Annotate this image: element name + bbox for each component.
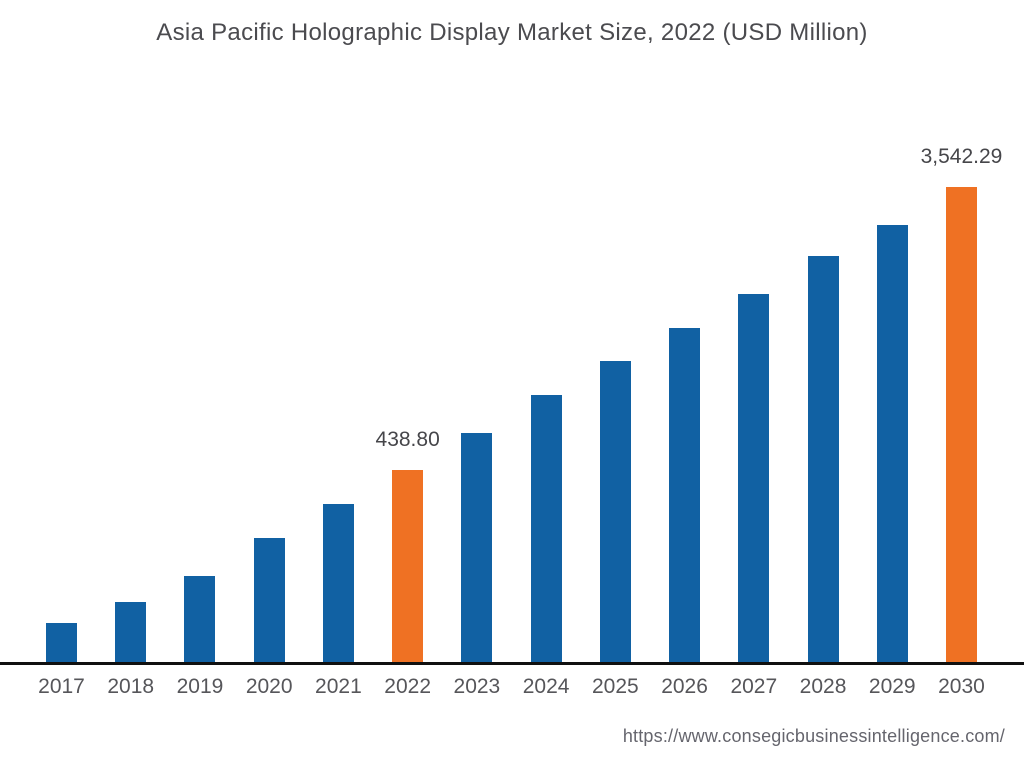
bar-2019 [184,576,216,664]
x-tick-2020: 2020 [245,675,293,698]
bar-2018 [115,602,147,664]
x-tick-2025: 2025 [591,675,639,698]
x-tick-2026: 2026 [661,675,708,698]
bar-2027 [738,294,770,664]
x-tick-2028: 2028 [799,675,847,698]
x-tick-2030: 2030 [938,675,985,698]
x-tick-2019: 2019 [176,675,224,698]
x-tick-2027: 2027 [730,675,778,698]
bar-2020 [253,538,285,664]
x-tick-2023: 2023 [453,675,501,698]
bar-2023 [461,433,493,664]
bar-2029 [876,225,908,664]
data-label-2030: 3,542.29 [920,145,1003,168]
bar-2022 [392,470,424,664]
bar-2028 [807,256,839,664]
x-tick-2017: 2017 [38,675,85,698]
bar-2030 [945,187,977,664]
chart-title: Asia Pacific Holographic Display Market … [156,19,868,46]
x-tick-2018: 2018 [107,675,155,698]
bar-2026 [669,328,701,664]
bar-2021 [322,504,354,664]
source-url: https://www.consegicbusinessintelligence… [622,726,1005,746]
bar-2017 [46,623,77,664]
x-tick-2022: 2022 [384,675,431,698]
x-tick-2029: 2029 [868,675,916,698]
x-tick-2021: 2021 [315,675,362,698]
bar-2024 [530,395,562,664]
data-label-2022: 438.80 [375,428,440,451]
x-axis-line [0,662,1024,665]
x-tick-2024: 2024 [522,675,570,698]
bar-2025 [599,361,631,664]
